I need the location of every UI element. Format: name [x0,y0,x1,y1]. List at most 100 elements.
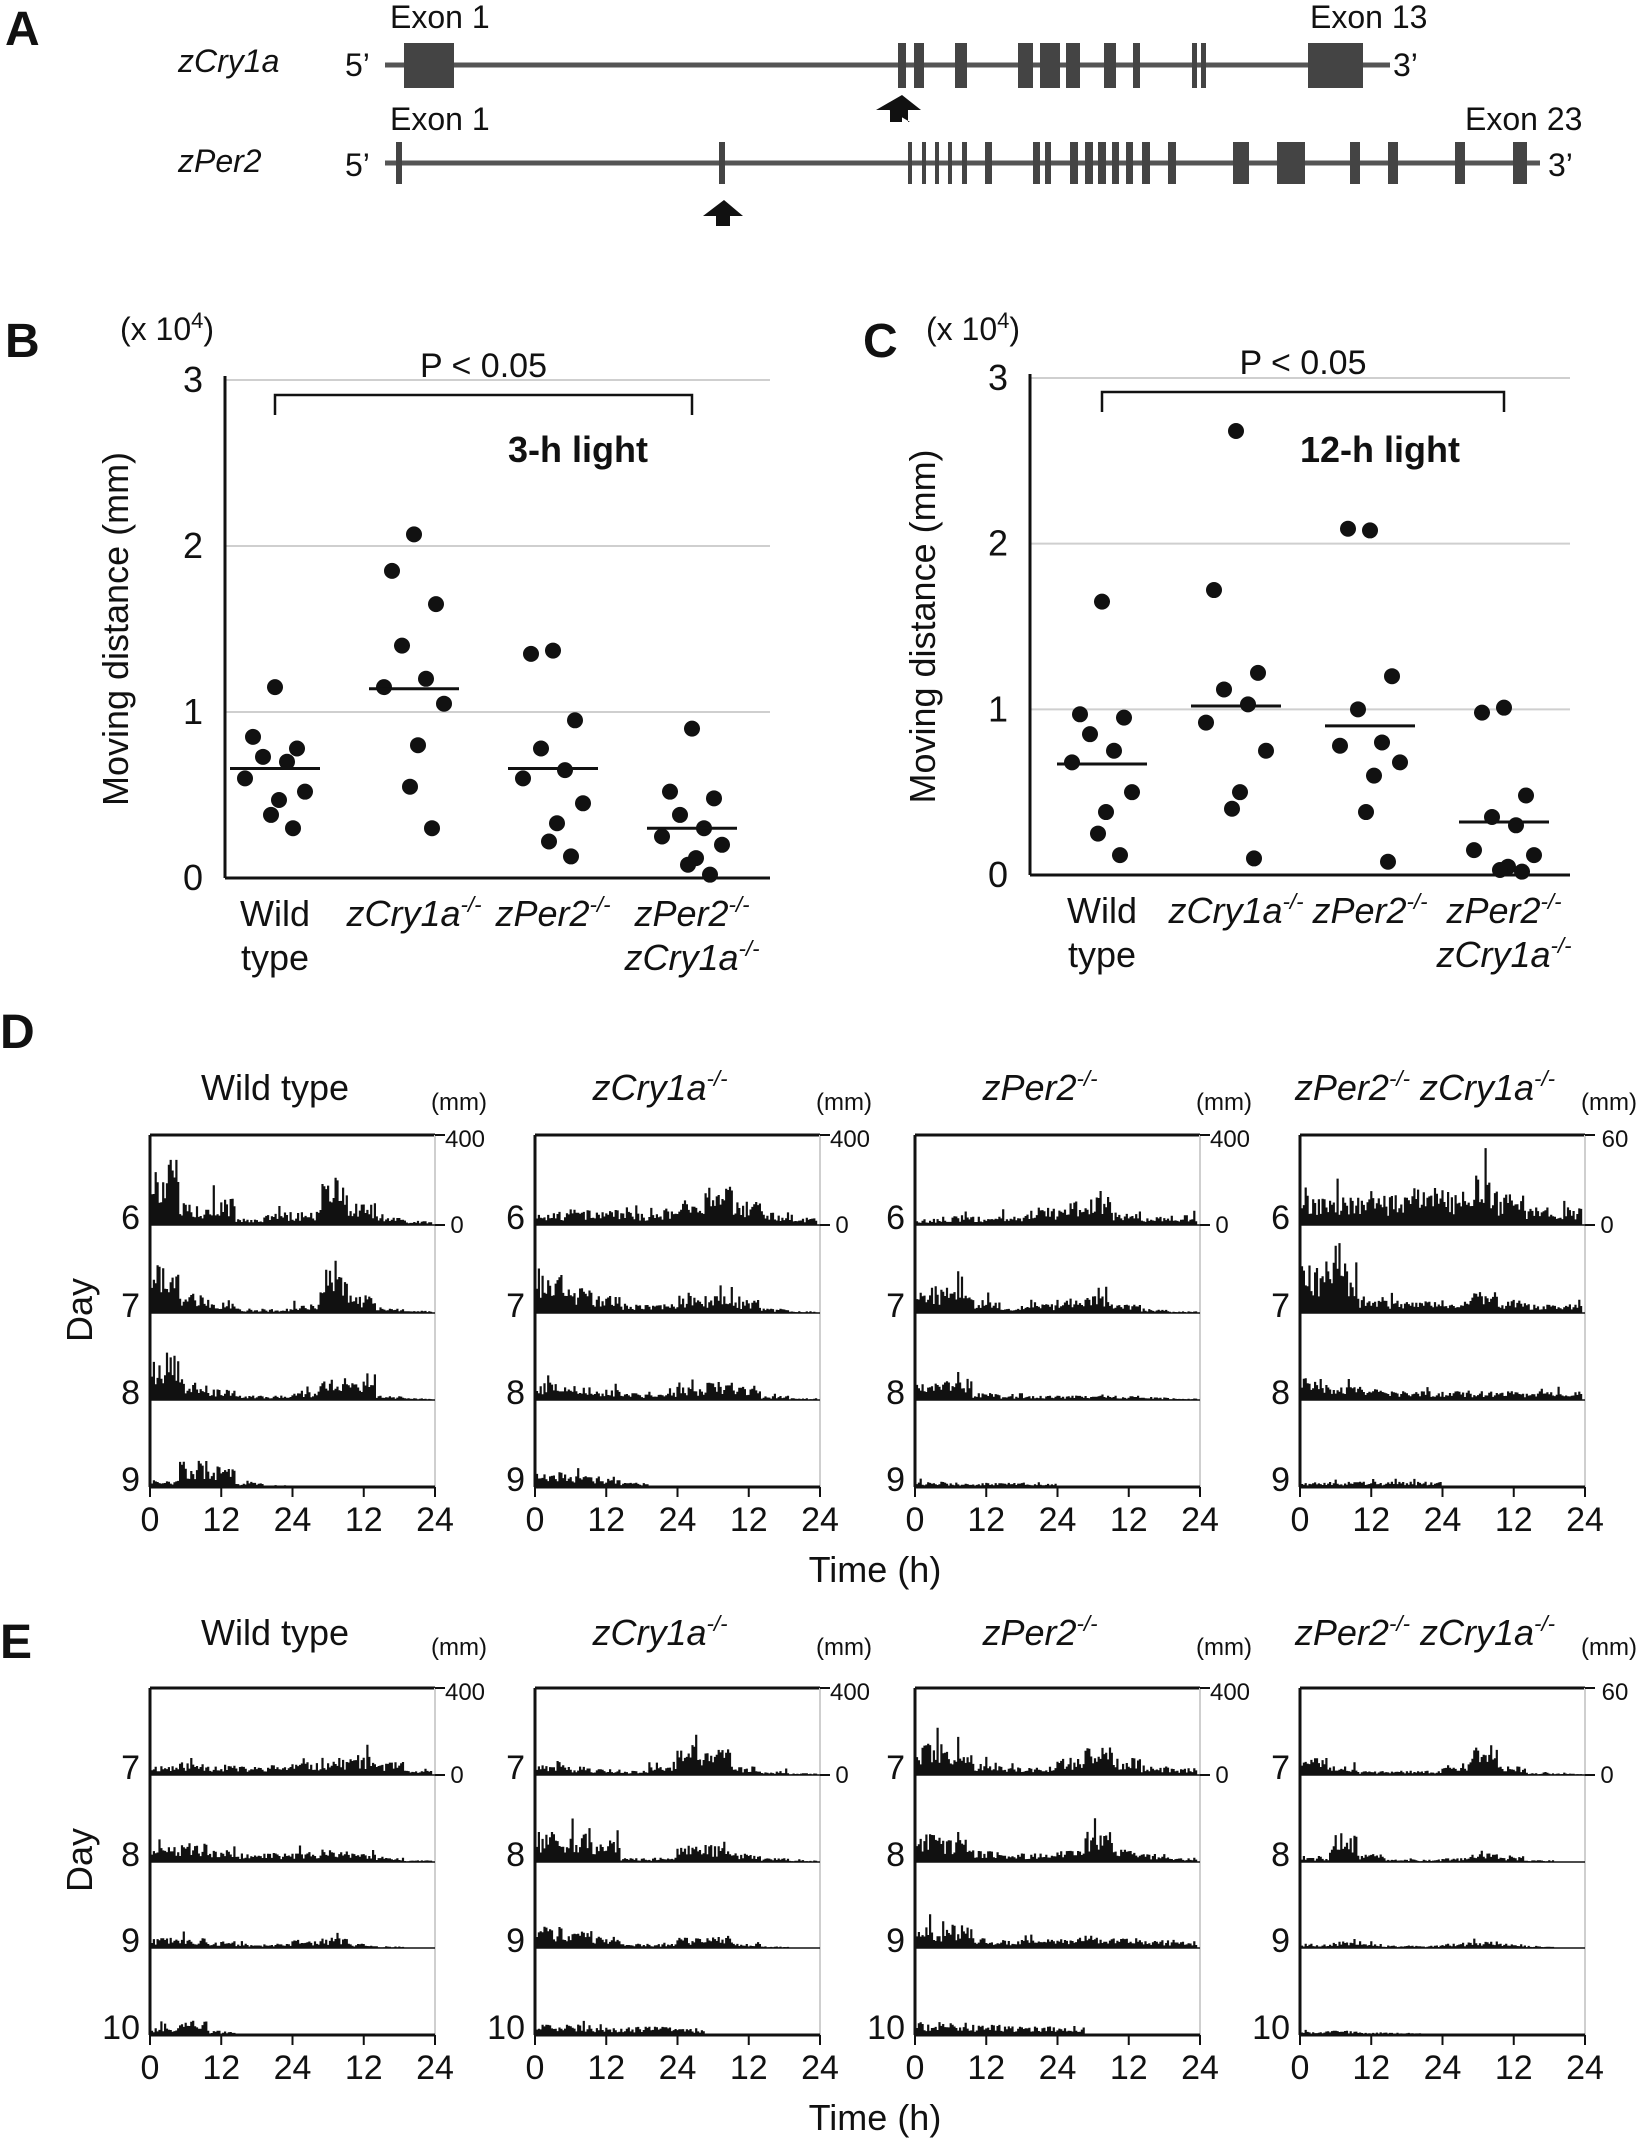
day-label: 7 [506,1287,525,1325]
x-tick-label: 24 [801,1501,839,1539]
data-point [424,820,440,837]
scale-max: 60 [1602,1679,1629,1706]
activity-bars [915,1372,1198,1400]
superscript: -/- [1406,889,1427,914]
actogram-title: Wild type [201,1612,349,1653]
day-label: 10 [867,2009,905,2047]
x-tick-label: 12 [587,1501,625,1539]
y-axis-title: Moving distance (mm) [95,452,136,806]
data-point [1362,522,1378,539]
x-tick-label: 0 [526,2049,545,2087]
label-part: zPer2 [1311,890,1406,931]
category-label: zPer2-/-​ [1445,889,1561,931]
activity-bars [915,1818,1198,1862]
data-point [376,679,392,696]
superscript: -/- [1076,1611,1097,1636]
activity-bars [535,1375,818,1400]
superscript: -/- [706,1611,727,1636]
x-tick-label: 12 [1110,2049,1148,2087]
condition-title: 12-h light [1300,429,1460,470]
superscript: -/- [706,1066,727,1091]
category-label: zPer2-/-​ [1311,889,1427,931]
scale-min: 0 [835,1762,848,1789]
label-part: zCry1a [1410,1067,1534,1108]
scale-max: 400 [445,1126,485,1153]
data-point [1072,706,1088,723]
scale-part: (x 10 [926,311,997,347]
exon [1112,142,1119,184]
exon [962,142,967,184]
exon [1201,43,1206,88]
y-scale-note: (x 104) [926,308,1020,347]
activity-bars [535,1734,818,1775]
exon [1066,43,1080,88]
panel-label-b: B [5,315,40,368]
label-part: zCry1a [1410,1612,1534,1653]
superscript: -/- [1534,1066,1555,1091]
x-tick-label: 24 [1039,2049,1077,2087]
actogram-panel-d: Wild type(mm)40006789012241224zCry1a-/-​… [59,1066,1637,1590]
condition-title: 3-h light [508,429,648,470]
x-tick-label: 12 [587,2049,625,2087]
day-label: 7 [1271,1749,1290,1787]
scale-min: 0 [835,1212,848,1239]
exon [898,43,906,88]
y-tick-label: 2 [988,523,1008,564]
day-label: 7 [1271,1287,1290,1325]
unit-label: (mm) [1581,1089,1637,1116]
data-point [515,770,531,787]
day-label: 6 [506,1199,525,1237]
data-point [255,748,271,765]
scatter-plot-12h-light: 0 1 2 3 Moving distance (mm) (x 104) P < 0.05 1… [902,308,1572,975]
activity-bars [150,1260,433,1313]
exon [1455,142,1465,184]
day-label: 9 [121,1461,140,1499]
y-axis-title: Moving distance (mm) [902,449,943,803]
activity-bars [1300,1938,1555,1948]
data-point [1082,726,1098,743]
data-point [1380,853,1396,870]
data-point [1508,817,1524,834]
superscript: -/- [1550,933,1571,958]
data-point [279,753,295,770]
data-point [245,728,261,745]
data-point [1246,850,1262,867]
data-point [263,806,279,823]
y-tick-label: 3 [988,357,1008,398]
data-point [662,783,678,800]
data-point [533,740,549,757]
activity-bars [1300,1243,1583,1313]
exon [1350,142,1360,184]
label-part: zPer2 [981,1067,1076,1108]
exon [1033,142,1040,184]
activity-bars [150,1352,433,1400]
actogram-title: zCry1a-/-​ [591,1611,727,1653]
exon [914,43,924,88]
three-prime-label: 3’ [1548,147,1573,183]
x-tick-label: 12 [967,1501,1005,1539]
activity-bars [150,1839,433,1862]
day-label: 8 [1271,1374,1290,1412]
superscript: -/- [1389,1611,1410,1636]
activity-bars [150,2020,236,2035]
x-tick-label: 24 [274,1501,312,1539]
gene-name: zPer2 [177,143,262,179]
x-tick-label: 24 [1039,1501,1077,1539]
scale-max: 400 [830,1679,870,1706]
unit-label: (mm) [1196,1634,1252,1661]
data-point [523,645,539,662]
y-tick-label: 0 [183,857,203,898]
activity-bars [535,1926,790,1948]
x-tick-label: 12 [1495,1501,1533,1539]
scale-min: 0 [1215,1762,1228,1789]
data-point [410,737,426,754]
exon [1045,142,1051,184]
data-point [1374,734,1390,751]
day-label: 9 [506,1461,525,1499]
exon [1513,142,1527,184]
data-point [654,828,670,845]
label-part: Wild type [201,1067,349,1108]
exon [1040,43,1060,88]
scale-min: 0 [450,1762,463,1789]
